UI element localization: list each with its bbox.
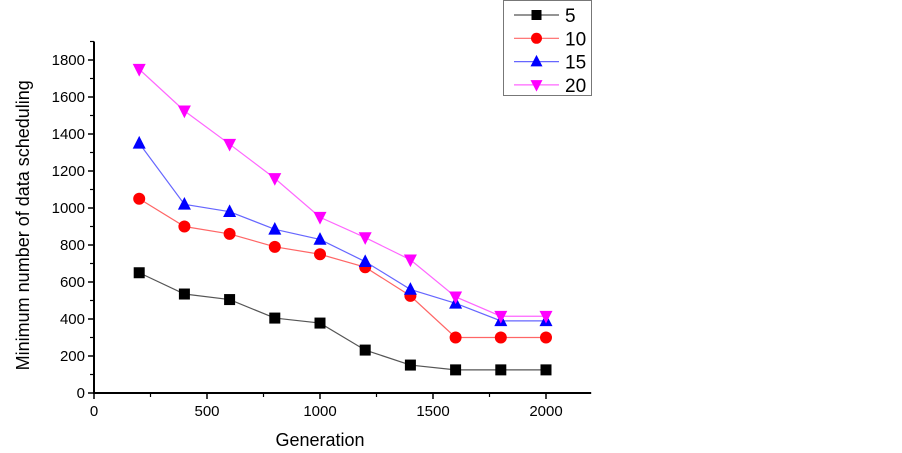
series-line-15: [138, 142, 546, 322]
y-tick-label: 1800: [52, 52, 85, 69]
series-10: [133, 192, 552, 344]
x-tick-label: 1500: [416, 403, 449, 420]
data-point: [177, 196, 191, 210]
y-tick-label: 200: [60, 348, 85, 365]
series-line-20: [138, 68, 546, 317]
legend-marker-5: [531, 10, 542, 20]
series-15: [132, 135, 553, 327]
legend-label: 20: [565, 76, 586, 97]
data-point: [540, 364, 552, 376]
data-point: [494, 310, 508, 324]
data-point: [313, 211, 327, 225]
y-axis-title: Minimum number of data scheduling: [13, 80, 33, 370]
series-group: [132, 63, 553, 376]
data-point: [359, 344, 371, 356]
data-point: [268, 173, 282, 186]
data-point: [223, 204, 237, 218]
data-point: [177, 105, 191, 119]
y-tick-label: 400: [60, 311, 85, 328]
y-tick-label: 600: [60, 274, 85, 291]
data-point: [450, 364, 462, 376]
x-tick-label: 1000: [303, 403, 336, 420]
series-20: [132, 63, 553, 324]
data-point: [404, 359, 416, 371]
legend-label: 15: [565, 53, 586, 74]
y-tick-label: 1000: [52, 200, 85, 217]
y-tick-label: 1200: [52, 163, 85, 180]
data-point: [539, 310, 553, 324]
data-point: [268, 240, 281, 253]
y-tick-label: 800: [60, 237, 85, 254]
data-point: [495, 364, 507, 376]
data-point: [223, 227, 236, 240]
data-point: [403, 254, 417, 268]
legend-box: [503, 0, 592, 96]
axes: 0 500 1000 1500 2000 0 200 400 600 800 1000 1200 140…: [52, 40, 592, 420]
x-axis-title: Generation: [275, 430, 364, 450]
y-tick-label: 1400: [52, 126, 85, 143]
data-point: [268, 221, 282, 235]
series-line-10: [138, 198, 546, 339]
data-point: [132, 135, 146, 149]
legend-marker-10: [531, 32, 542, 44]
data-point: [224, 294, 236, 306]
data-point: [223, 138, 237, 152]
legend-marker-20: [530, 80, 543, 92]
data-point: [313, 232, 327, 245]
data-point: [540, 331, 552, 344]
data-point: [133, 267, 145, 279]
data-point: [494, 331, 507, 344]
legend-label: 5: [565, 6, 576, 27]
legend-label: 10: [565, 29, 586, 50]
data-point: [133, 192, 146, 205]
data-point: [449, 331, 462, 344]
series-line-5: [138, 272, 546, 371]
x-tick-label: 2000: [529, 403, 562, 420]
legend-marker-15: [530, 54, 543, 67]
y-tick-label: 0: [77, 385, 85, 402]
data-point: [269, 312, 281, 324]
series-5: [133, 267, 552, 376]
data-point: [358, 232, 372, 245]
x-tick-label: 500: [194, 403, 219, 420]
y-tick-label: 1600: [52, 89, 85, 106]
data-point: [314, 248, 326, 261]
data-point: [403, 282, 417, 295]
data-point: [178, 220, 191, 233]
data-point: [132, 63, 146, 77]
data-point: [314, 317, 326, 329]
data-point: [449, 291, 463, 305]
data-point: [178, 288, 190, 300]
data-point: [358, 254, 372, 267]
x-tick-label: 0: [90, 403, 98, 420]
